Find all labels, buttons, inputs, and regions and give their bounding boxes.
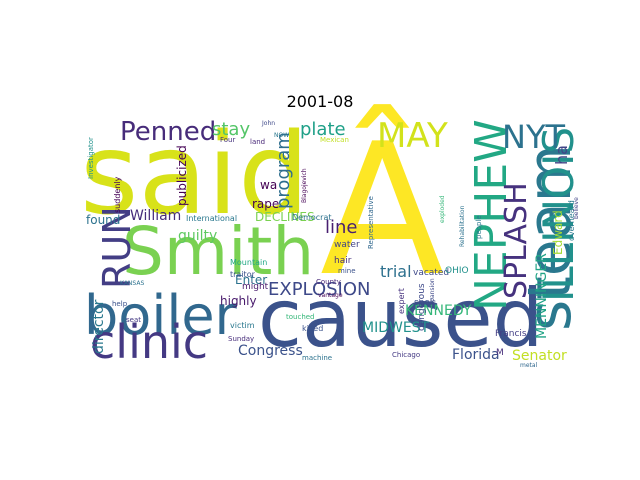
cloud-word: Edward (551, 210, 565, 255)
cloud-word: NOW (274, 132, 290, 139)
cloud-word: MAY (377, 116, 448, 156)
cloud-word: Penned (120, 117, 217, 147)
cloud-word: Florida (452, 347, 500, 363)
cloud-word: Â (320, 104, 445, 316)
cloud-word: International (186, 214, 238, 223)
cloud-word: KENNEDY (405, 303, 472, 319)
cloud-word: John (262, 120, 276, 127)
cloud-word: M (496, 348, 504, 358)
cloud-word: water (334, 240, 360, 250)
cloud-word: OHIO (445, 266, 469, 276)
cloud-word: stay (212, 119, 251, 140)
cloud-word: MENNINGER (534, 253, 550, 339)
cloud-word: ha (552, 145, 571, 165)
cloud-word: seek (414, 298, 435, 308)
cloud-word: vantage (318, 292, 343, 299)
cloud-word: found (86, 213, 121, 227)
cloud-word: William (130, 208, 182, 224)
cloud-word: Mexican (320, 136, 349, 144)
cloud-word: people (475, 215, 483, 239)
cloud-word: Blagojevich (301, 168, 308, 203)
cloud-word: Congress (238, 343, 303, 359)
cloud-word: suddenly (113, 176, 122, 213)
cloud-word: seat (126, 316, 141, 324)
cloud-word: expansion (429, 278, 436, 309)
cloud-word: exploded (439, 195, 446, 223)
cloud-word: Representative (367, 196, 375, 249)
cloud-word: KANSAS (120, 280, 145, 287)
cloud-word: Enter (235, 273, 268, 287)
cloud-word: metal (520, 362, 538, 369)
cloud-word: dangerous (417, 283, 427, 331)
cloud-word: wa (260, 178, 278, 192)
chart-title: 2001-08 (286, 92, 354, 111)
cloud-word: Sunday (228, 335, 255, 343)
cloud-word: traitor (230, 270, 255, 279)
cloud-word: Four (220, 136, 236, 144)
cloud-word: Rehabilitation (459, 205, 466, 247)
cloud-word: Francis (495, 329, 527, 339)
cloud-word: victim (230, 321, 255, 330)
cloud-word: rape (252, 197, 280, 211)
cloud-word: killed (302, 324, 324, 333)
cloud-word: mine (338, 267, 356, 275)
cloud-word: clinic (90, 315, 209, 369)
cloud-word: boiler (84, 284, 237, 347)
cloud-word: hair (334, 256, 352, 266)
cloud-word: highly (220, 294, 257, 308)
cloud-word: help (112, 300, 128, 308)
cloud-word: guilty (178, 228, 218, 244)
cloud-word: Investigator (87, 137, 95, 179)
cloud-word: Smith (122, 213, 315, 290)
cloud-word: Mountain (230, 258, 268, 267)
cloud-word: director (91, 299, 107, 354)
cloud-word: caused (258, 272, 544, 365)
cloud-word: Chicago (392, 351, 421, 359)
cloud-word: SPLASH (499, 182, 534, 299)
cloud-word: line (325, 217, 358, 238)
cloud-word: touched (286, 313, 315, 321)
cloud-word: said (80, 110, 310, 240)
cloud-word: MIDWEST (362, 320, 430, 336)
cloud-word: Democrat (292, 213, 332, 222)
cloud-word: might (242, 282, 269, 292)
cloud-word: believe (573, 197, 580, 219)
cloud-word: machine (302, 354, 333, 362)
cloud-word: vacated (413, 268, 450, 278)
cloud-word: plate (300, 119, 346, 140)
cloud-word: trial (380, 262, 412, 281)
cloud-word: expert (397, 288, 406, 314)
cloud-word: Senator (512, 348, 567, 364)
cloud-word: DECLINES (255, 210, 315, 224)
cloud-word: NYT (502, 118, 566, 156)
cloud-word: County (316, 278, 341, 286)
cloud-word: publicized (175, 145, 189, 206)
cloud-word: EXPLOSION (268, 279, 371, 300)
cloud-word: land (250, 138, 266, 146)
